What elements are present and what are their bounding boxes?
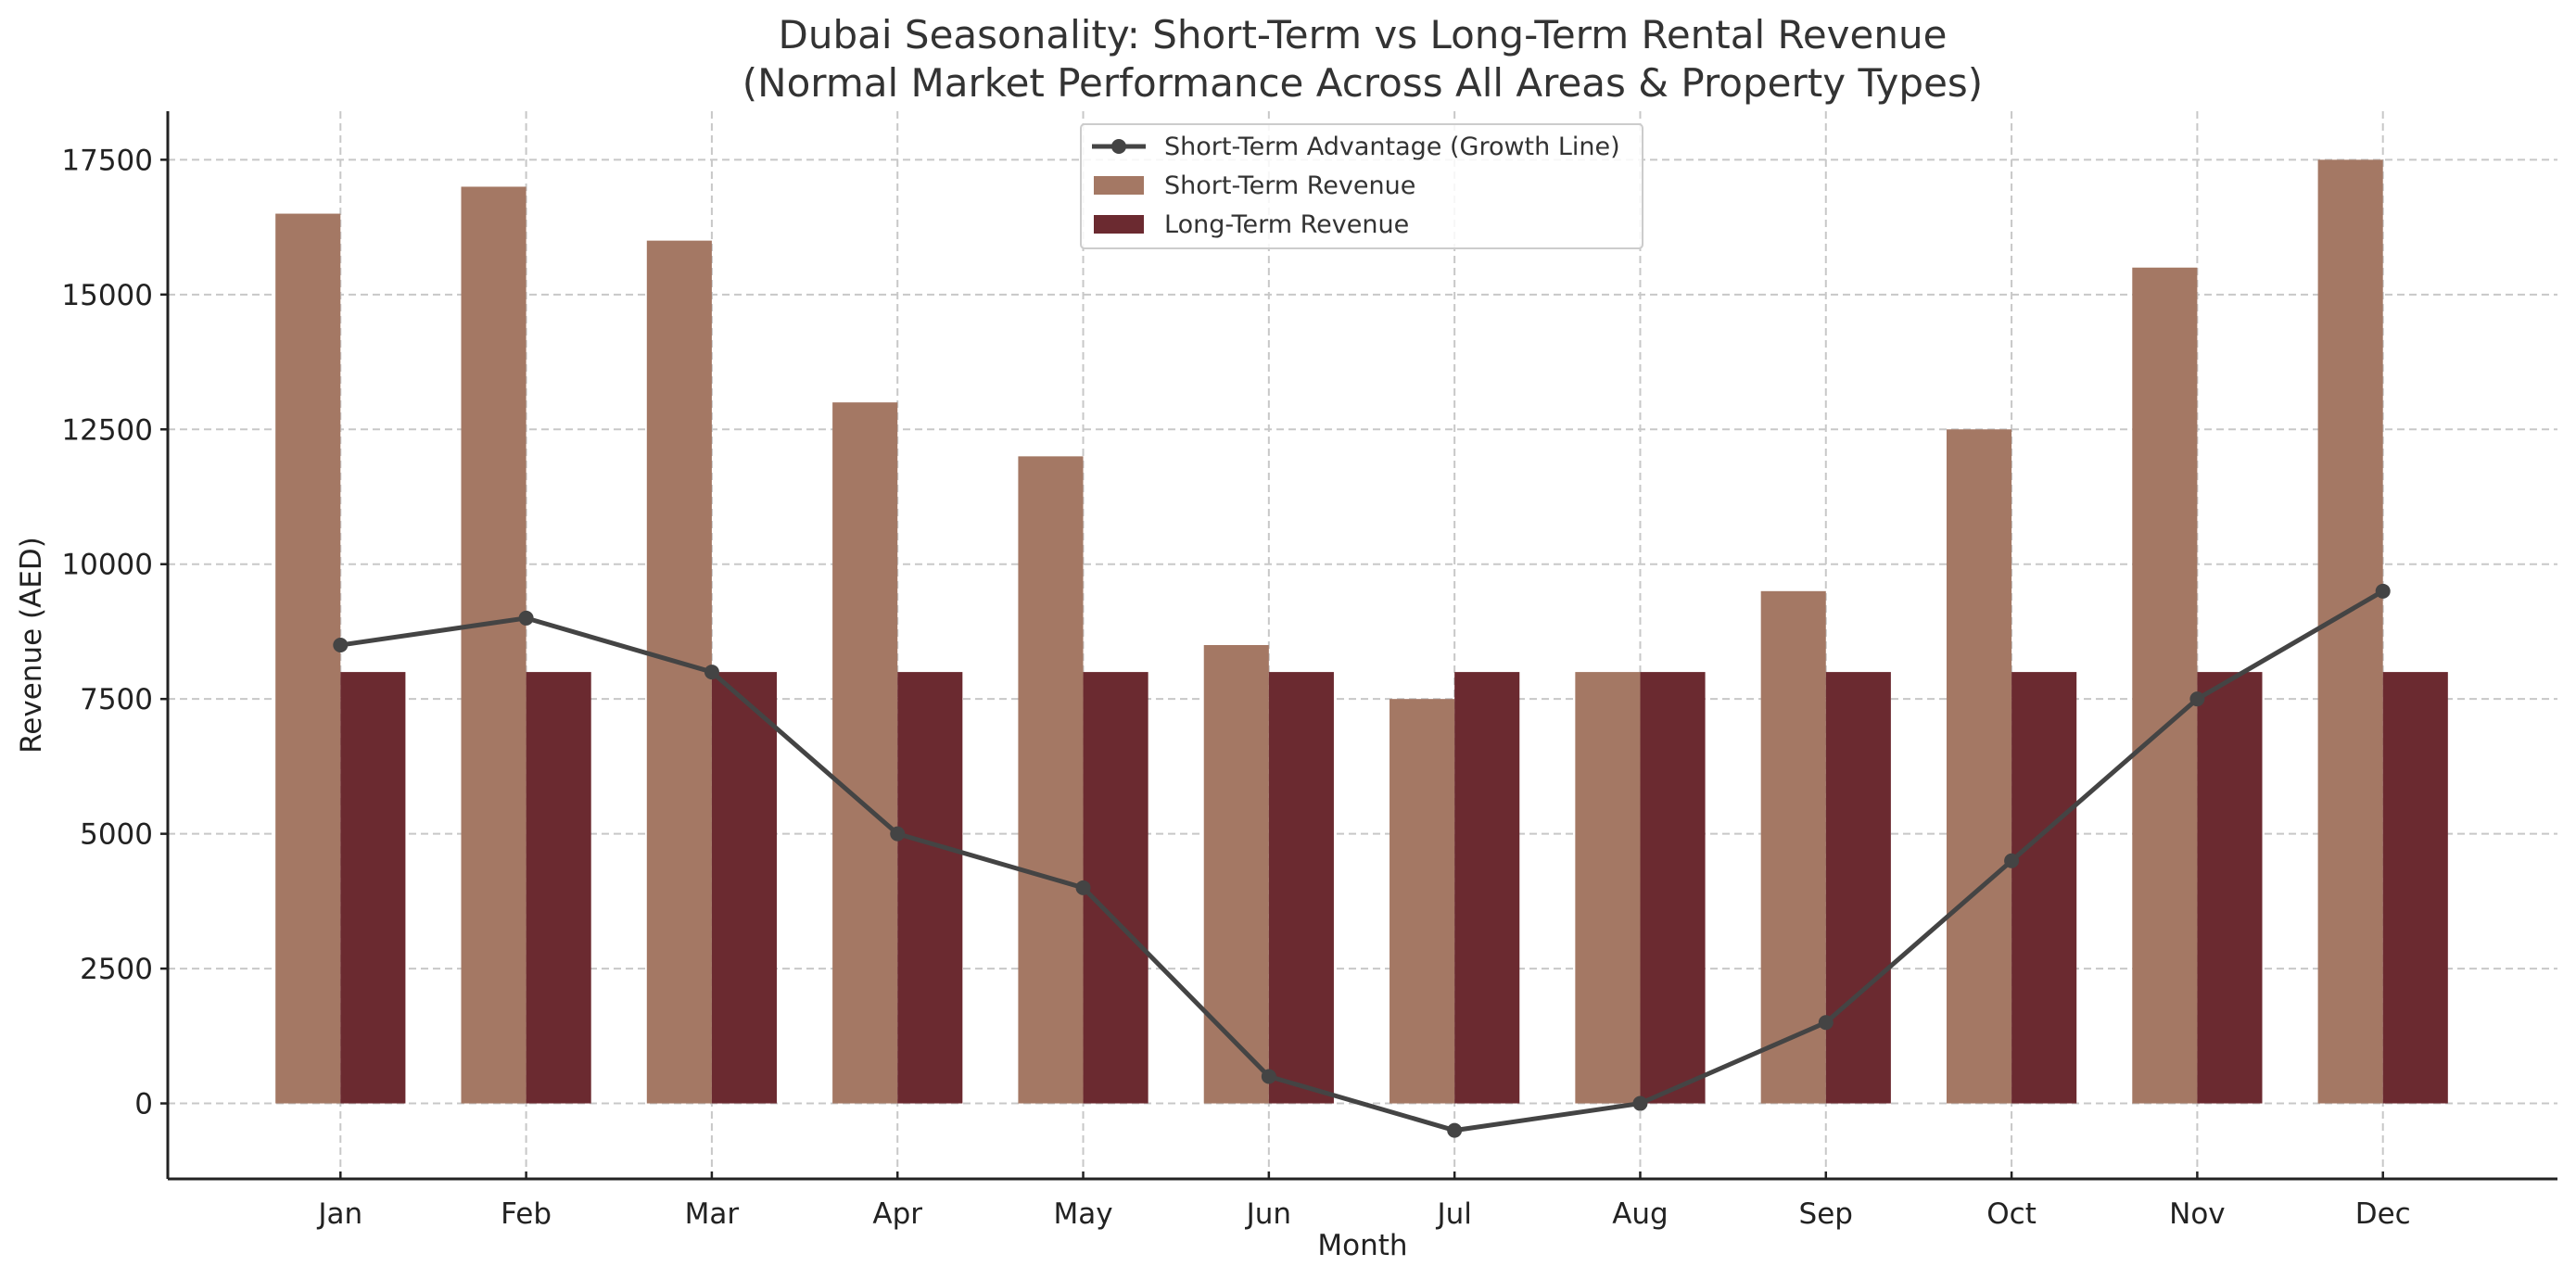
x-tick-label: Jun (1245, 1197, 1291, 1231)
y-tick-label: 0 (134, 1088, 153, 1121)
growth-line-point (890, 826, 906, 842)
x-tick-label: Feb (501, 1197, 552, 1231)
growth-line (333, 583, 2391, 1138)
growth-line-point (2189, 691, 2205, 707)
growth-line-point (518, 610, 534, 626)
growth-line-point (333, 638, 349, 652)
x-tick-label: Mar (685, 1197, 740, 1231)
long-term-bar (2197, 672, 2263, 1104)
legend-label: Short-Term Advantage (Growth Line) (1164, 133, 1620, 161)
bars (275, 159, 2448, 1104)
x-tick-label: Jan (316, 1197, 362, 1231)
legend-label: Long-Term Revenue (1164, 210, 1409, 239)
short-term-bar (1575, 672, 1641, 1104)
x-tick-label: Sep (1799, 1197, 1853, 1231)
legend-marker (1111, 139, 1126, 154)
x-tick-label: Aug (1612, 1197, 1669, 1231)
growth-line-point (2004, 853, 2020, 868)
long-term-bar (1083, 672, 1148, 1104)
short-term-bar (1760, 590, 1826, 1104)
growth-line-point (704, 665, 719, 680)
y-tick-label: 5000 (80, 818, 153, 852)
short-term-bar (461, 186, 527, 1104)
legend-box (1080, 123, 1643, 249)
y-tick-label: 15000 (61, 279, 153, 312)
short-term-bar (1946, 429, 2012, 1104)
x-tick-label: Jul (1435, 1197, 1471, 1231)
long-term-bar (340, 672, 406, 1104)
long-term-bar (526, 672, 591, 1104)
y-tick-label: 17500 (61, 144, 153, 177)
short-term-bar (1018, 456, 1084, 1104)
long-term-bar (1640, 672, 1706, 1104)
legend: Short-Term Advantage (Growth Line) Short-… (1080, 123, 1643, 249)
x-tick-label: Nov (2169, 1197, 2226, 1231)
chart-title-line2: (Normal Market Performance Across All Ar… (742, 60, 1983, 106)
growth-line-point (1261, 1069, 1276, 1084)
x-tick-label: Oct (1986, 1197, 2037, 1231)
legend-label: Short-Term Revenue (1164, 171, 1415, 200)
short-term-bar (646, 240, 712, 1104)
legend-bar-swatch (1094, 215, 1144, 234)
short-term-bar (2317, 159, 2383, 1104)
long-term-bar (1268, 672, 1334, 1104)
short-term-bar (2132, 267, 2198, 1104)
growth-line-point (1075, 880, 1091, 895)
y-tick-label: 2500 (80, 953, 153, 986)
short-term-bar (1203, 645, 1269, 1104)
growth-line-point (1632, 1095, 1648, 1111)
long-term-bar (2011, 672, 2077, 1104)
chart-title-line1: Dubai Seasonality: Short-Term vs Long-Te… (779, 12, 1948, 57)
x-tick-label: Apr (872, 1197, 922, 1231)
legend-bar-swatch (1094, 176, 1144, 195)
long-term-bar (2382, 672, 2448, 1104)
x-tick-label: May (1053, 1197, 1112, 1231)
x-axis-label: Month (1317, 1229, 1407, 1262)
short-term-bar (832, 402, 898, 1104)
growth-line-point (2375, 583, 2391, 599)
y-tick-label: 12500 (61, 413, 153, 447)
y-tick-label: 10000 (61, 549, 153, 582)
x-tick-label: Dec (2355, 1197, 2411, 1231)
short-term-bar (1390, 699, 1455, 1104)
y-axis-label: Revenue (AED) (15, 537, 48, 753)
long-term-bar (1454, 672, 1520, 1104)
y-tick-label: 7500 (80, 683, 153, 716)
axes: 0 2500 5000 7500 10000 12500 15000 17500 Jan Feb M… (61, 111, 2557, 1231)
growth-line-point (1447, 1122, 1463, 1138)
growth-line-point (1818, 1015, 1834, 1031)
long-term-bar (711, 672, 778, 1104)
short-term-bar (275, 213, 341, 1104)
long-term-bar (1825, 672, 1891, 1104)
growth-line-path (339, 589, 2384, 1133)
long-term-bar (897, 672, 963, 1104)
